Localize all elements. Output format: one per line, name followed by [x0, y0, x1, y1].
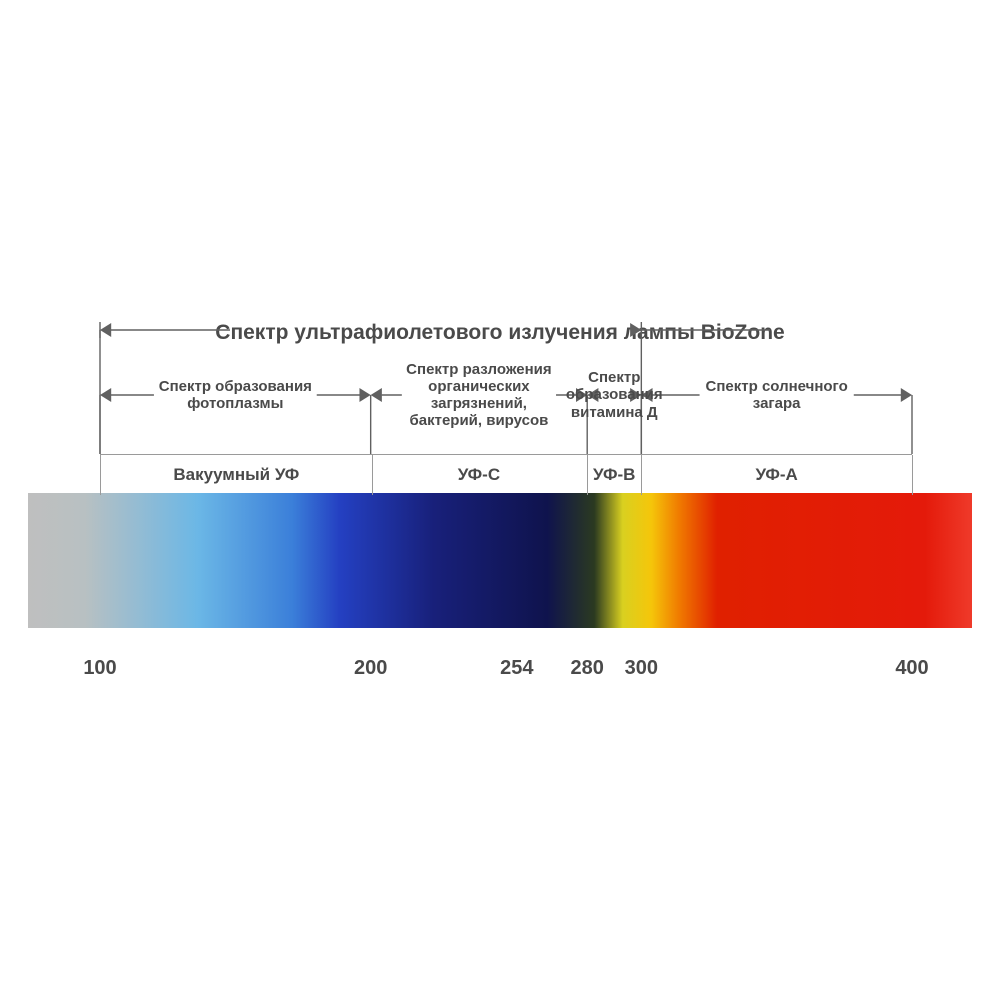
- spectrum-band: [28, 493, 972, 628]
- main-title: Спектр ультрафиолетового излучения лампы…: [0, 321, 1000, 345]
- band-label-cell: УФ-С: [371, 455, 589, 495]
- band-label-cell: УФ-А: [641, 455, 913, 495]
- description-label: Спектр разложения органических загрязнен…: [406, 361, 551, 430]
- axis-tick-label: 300: [625, 657, 658, 680]
- description-label: Спектр солнечного загара: [706, 378, 848, 413]
- axis-tick-label: 254: [500, 657, 533, 680]
- band-label-cell: УФ-В: [587, 455, 642, 495]
- band-label: УФ-В: [593, 465, 635, 485]
- description-label: Спектр образования фотоплазмы: [159, 378, 312, 413]
- uv-spectrum-diagram: Спектр ультрафиолетового излучения лампы…: [0, 0, 1000, 1000]
- axis-tick-label: 200: [354, 657, 387, 680]
- band-label-cell: Вакуумный УФ: [100, 455, 373, 495]
- axis-tick-label: 100: [83, 657, 116, 680]
- description-label: Спектр образования витамина Д: [566, 369, 663, 421]
- band-label: УФ-С: [458, 465, 500, 485]
- band-label: Вакуумный УФ: [173, 465, 299, 485]
- axis-tick-label: 400: [895, 657, 928, 680]
- band-label-row: Вакуумный УФ УФ-С УФ-В УФ-А: [100, 454, 912, 495]
- axis-tick-label: 280: [571, 657, 604, 680]
- band-label: УФ-А: [755, 465, 797, 485]
